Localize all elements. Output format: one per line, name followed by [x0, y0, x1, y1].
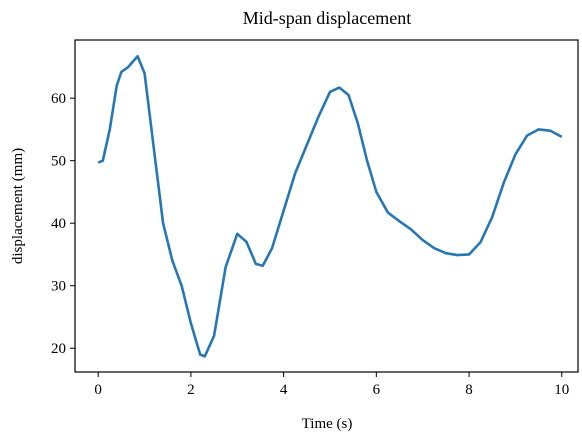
plot-frame: [74, 39, 579, 373]
data-line: [97, 54, 563, 358]
y-axis-label: displacement (mm): [10, 148, 26, 264]
y-tick-label: 20: [51, 341, 66, 357]
x-tick-label: 0: [94, 382, 102, 398]
x-tick-label: 2: [187, 382, 195, 398]
chart-title: Mid-span displacement: [243, 8, 411, 28]
y-tick-label: 30: [51, 279, 66, 295]
x-tick-label: 6: [373, 382, 381, 398]
x-tick-label: 8: [465, 382, 473, 398]
x-axis-label: Time (s): [302, 416, 353, 432]
y-tick-label: 50: [51, 154, 66, 170]
x-tick-label: 4: [280, 382, 288, 398]
y-tick-label: 40: [51, 216, 66, 232]
x-tick-label: 10: [554, 382, 569, 398]
y-tick-label: 60: [51, 91, 66, 107]
